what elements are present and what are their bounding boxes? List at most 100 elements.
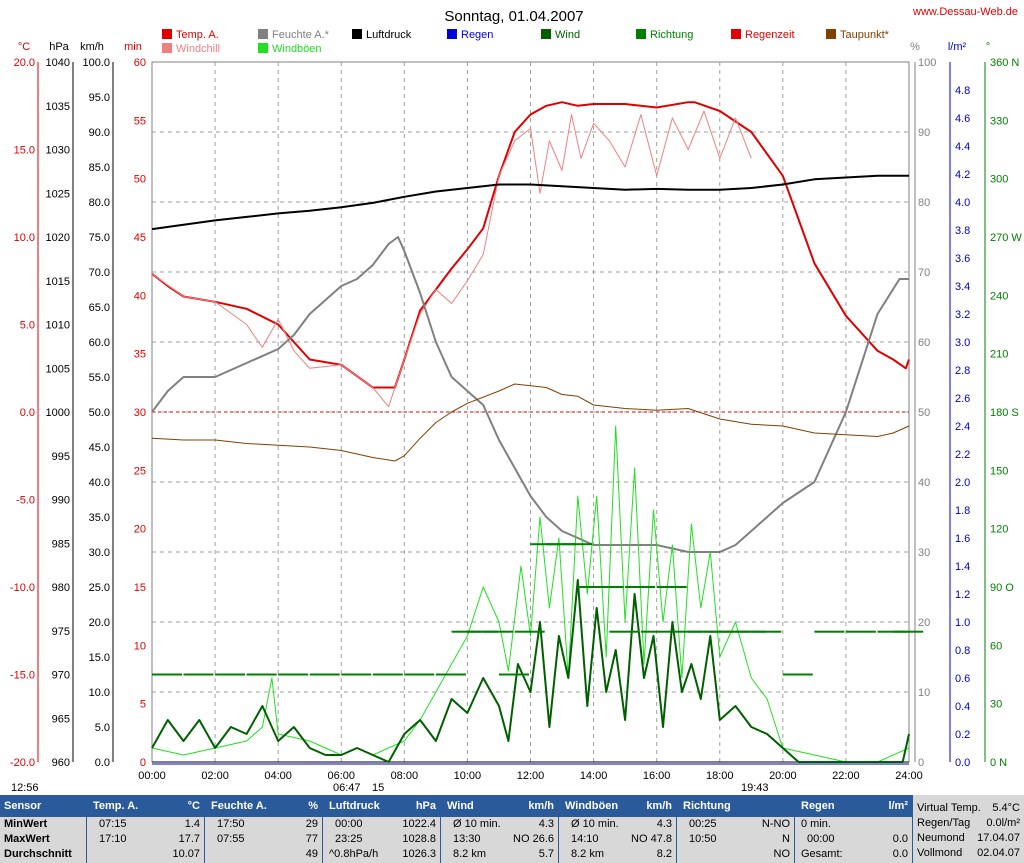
footer-sensor-col: Sensor MinWert MaxWert Durchschnitt: [0, 795, 87, 863]
legend-label: Feuchte A.*: [272, 29, 330, 41]
y-tick-label-rain_lm2: 1.4: [955, 561, 970, 573]
footer-pressure-max-time: 23:25: [335, 833, 363, 845]
footer-humidity-max: 77: [305, 833, 318, 845]
y-tick-label-direction_deg: 180 S: [990, 407, 1019, 419]
footer-gusts-max-time: 14:10: [571, 833, 599, 845]
y-tick-label-pressure_hpa: 980: [52, 582, 70, 594]
y-tick-label-humidity_pct: 40: [918, 477, 930, 489]
x-tick-label: 00:00: [138, 770, 166, 782]
x-tick-label: 14:00: [580, 770, 608, 782]
footer-direction-max-time: 10:50: [689, 833, 717, 845]
y-tick-label-humidity_pct: 90: [918, 127, 930, 139]
y-tick-label-rain_lm2: 0.4: [955, 701, 970, 713]
legend-label: Luftdruck: [366, 29, 412, 41]
direction-point: [719, 630, 750, 633]
y-tick-label-rain_lm2: 2.0: [955, 477, 970, 489]
y-tick-label-wind_kmh: 90.0: [89, 127, 110, 139]
y-tick-label-pressure_hpa: 1025: [46, 188, 70, 200]
footer-direction-avg: NO: [773, 848, 791, 860]
x-tick-label: 12:00: [517, 770, 545, 782]
x-tick-label: 18:00: [706, 770, 734, 782]
y-tick-label-rain_min: 45: [134, 232, 146, 244]
footer-gusts-unit: km/h: [646, 800, 672, 812]
footer-gusts-max: NO 47.8: [631, 833, 672, 845]
y-tick-label-pressure_hpa: 1020: [46, 232, 70, 244]
y-tick-label-rain_min: 15: [134, 582, 146, 594]
y-tick-label-direction_deg: 30: [990, 699, 1002, 711]
y-unit-pressure_hpa: hPa: [49, 41, 69, 53]
direction-point: [183, 673, 214, 676]
footer-rain-day: 0.0l/m²: [986, 817, 1020, 829]
y-tick-label-rain_lm2: 3.2: [955, 309, 970, 321]
y-tick-label-direction_deg: 210: [990, 349, 1008, 361]
footer-new-moon-label: Neumond: [917, 832, 965, 844]
direction-point: [656, 586, 687, 588]
x-tick-label: 24:00: [895, 770, 923, 782]
legend-swatch: [636, 29, 646, 39]
y-tick-label-temp_c: -15.0: [10, 670, 35, 682]
footer-humidity-header: Feuchte A.: [211, 800, 267, 812]
y-tick-label-rain_lm2: 2.8: [955, 365, 970, 377]
y-unit-temp_c: °C: [18, 41, 30, 53]
y-tick-label-direction_deg: 60: [990, 640, 1002, 652]
y-tick-label-direction_deg: 360 N: [990, 57, 1019, 69]
y-tick-label-pressure_hpa: 1005: [46, 363, 70, 375]
y-tick-label-rain_min: 40: [134, 290, 146, 302]
statistics-footer: Sensor MinWert MaxWert Durchschnitt Temp…: [0, 795, 1024, 863]
direction-point: [640, 630, 671, 633]
direction-point: [814, 630, 845, 633]
direction-point: [435, 673, 466, 676]
legend-swatch: [258, 43, 268, 53]
footer-pressure-unit: hPa: [415, 800, 436, 812]
footer-temp-min-time: 07:15: [99, 818, 127, 830]
footer-direction-header: Richtung: [683, 800, 731, 812]
footer-rain-duration: 0 min.: [801, 818, 831, 830]
footer-temp-header: Temp. A.: [93, 800, 139, 812]
y-tick-label-rain_min: 60: [134, 57, 146, 69]
y-tick-label-humidity_pct: 80: [918, 197, 930, 209]
y-tick-label-wind_kmh: 85.0: [89, 162, 110, 174]
y-tick-label-pressure_hpa: 1035: [46, 101, 70, 113]
y-unit-humidity_pct: %: [910, 41, 920, 53]
y-tick-label-wind_kmh: 80.0: [89, 197, 110, 209]
legend-label: Wind: [555, 29, 580, 41]
footer-wind-header: Wind: [447, 800, 474, 812]
direction-point: [704, 630, 734, 633]
footer-rain-total: 0.0: [892, 848, 908, 860]
footer-rain-max-time: 00:00: [807, 833, 835, 845]
y-tick-label-pressure_hpa: 1030: [46, 145, 70, 157]
y-tick-label-direction_deg: 240: [990, 290, 1008, 302]
y-tick-label-rain_lm2: 4.6: [955, 113, 970, 125]
footer-extra-col: Virtual Temp. 5.4°C Regen/Tag 0.0l/m² Neum…: [913, 795, 1024, 863]
footer-temp-unit: °C: [187, 800, 200, 812]
footer-rain-col: Regen l/m² 0 min. 00:00 0.0 Gesamt: 0.0: [795, 795, 913, 863]
direction-point: [593, 586, 624, 588]
chart-title: Sonntag, 01.04.2007: [444, 8, 583, 25]
series-line-6: [151, 579, 910, 763]
y-unit-rain_min: min: [124, 41, 142, 53]
legend-label: Taupunkt*: [840, 29, 890, 41]
y-tick-label-pressure_hpa: 960: [52, 757, 70, 769]
weather-chart: 00:00 02:00 04:00 06:00 08:00 10:00 12:00 14:00…: [10, 6, 1022, 794]
y-tick-label-rain_lm2: 4.8: [955, 85, 970, 97]
x-tick-label: 04:00: [264, 770, 292, 782]
footer-row-label: MinWert: [4, 818, 48, 830]
y-tick-label-humidity_pct: 50: [918, 407, 930, 419]
footer-temp-max: 17.7: [178, 833, 200, 845]
legend-label: Windböen: [272, 43, 322, 55]
footer-humidity-unit: %: [308, 800, 318, 812]
footer-pressure-col: Luftdruck hPa 00:00 1022.4 23:25 1028.8 ^0.…: [323, 795, 441, 863]
y-tick-label-wind_kmh: 35.0: [89, 512, 110, 524]
direction-point: [688, 630, 719, 633]
y-tick-label-rain_lm2: 2.6: [955, 393, 970, 405]
y-tick-label-pressure_hpa: 990: [52, 495, 70, 507]
footer-temp-avg: 10.07: [172, 848, 200, 860]
y-tick-label-direction_deg: 150: [990, 465, 1008, 477]
direction-point: [152, 673, 182, 676]
chart-grid: [151, 61, 910, 763]
y-tick-label-temp_c: 5.0: [20, 320, 35, 332]
x-tick-label: 06:00: [327, 770, 355, 782]
site-link[interactable]: www.Dessau-Web.de: [912, 6, 1018, 18]
footer-temp-max-time: 17:10: [99, 833, 127, 845]
footer-humidity-min-time: 17:50: [217, 818, 245, 830]
